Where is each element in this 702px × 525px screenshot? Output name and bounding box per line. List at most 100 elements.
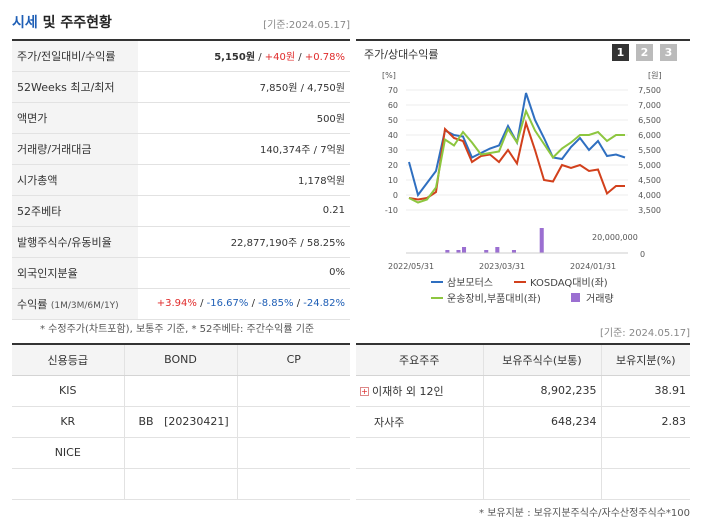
return-1y: -24.82% <box>303 298 345 309</box>
left-axis-tick: 40 <box>388 131 398 140</box>
return-3m: -16.67% <box>206 298 249 309</box>
row-value: 1,178억원 <box>138 164 350 196</box>
left-axis-tick: -10 <box>385 206 398 215</box>
row-label: 발행주식수/유동비율 <box>12 226 138 258</box>
bond-cell <box>123 468 237 500</box>
table-header-row: 주요주주 보유주식수(보통) 보유지분(%) <box>356 344 690 376</box>
price-value: 5,150원 / +40원 / +0.78% <box>138 40 350 72</box>
chart-page-2-button[interactable]: 2 <box>636 44 653 61</box>
agency-cell <box>12 468 124 500</box>
shares-cell <box>482 468 601 500</box>
x-tick-3: 2024/01/31 <box>570 262 616 271</box>
x-tick-2: 2023/03/31 <box>479 262 525 271</box>
x-tick-1: 2022/05/31 <box>388 262 434 271</box>
stake-cell <box>600 437 690 469</box>
right-axis-tick: 5,500 <box>638 146 661 155</box>
left-axis-tick: 50 <box>388 116 398 125</box>
series-line-2 <box>408 119 625 201</box>
holder-name: 이재하 외 12인 <box>372 384 444 398</box>
table-row <box>356 437 690 469</box>
table-row: 주가/전일대비/수익률 5,150원 / +40원 / +0.78% <box>12 40 350 72</box>
legend-swatch-volume <box>571 293 580 302</box>
chart-page-1-button[interactable]: 1 <box>612 44 629 61</box>
chart-page-3-button[interactable]: 3 <box>660 44 677 61</box>
volume-bar <box>539 228 544 253</box>
left-axis-tick: 0 <box>393 191 398 200</box>
chart-title: 주가/상대수익률 <box>364 48 439 61</box>
stake-cell <box>600 468 690 500</box>
table-row <box>12 468 350 500</box>
table-row <box>356 468 690 500</box>
shares-cell: 8,902,235 <box>482 375 601 407</box>
right-axis-tick: 7,500 <box>638 86 661 95</box>
rate: +0.78% <box>304 52 345 64</box>
column-header: 신용등급 <box>12 344 124 376</box>
row-label: 수익률 (1M/3M/6M/1Y) <box>12 288 138 320</box>
volume-tick-top: 20,000,000 <box>592 233 638 242</box>
agency-cell: KIS <box>12 375 124 407</box>
series-line-3 <box>408 108 625 204</box>
price-note: * 수정주가(차트포함), 보통주 기준, * 52주베타: 주간수익률 기준 <box>40 324 315 335</box>
agency-cell: NICE <box>12 437 124 469</box>
chart-panel <box>356 39 690 311</box>
row-value: 0.21 <box>138 195 350 227</box>
volume-bar <box>484 250 489 253</box>
major-shareholders-table: 주요주주 보유주식수(보통) 보유지분(%) + 이재하 외 12인 8,902,… <box>356 343 690 500</box>
legend-volume: 거래량 <box>586 293 614 305</box>
returns-value: +3.94% / -16.67% / -8.85% / -24.82% <box>138 288 350 320</box>
volume-bar <box>511 250 516 253</box>
column-header: CP <box>236 344 350 376</box>
volume-bar <box>456 250 461 253</box>
table-row: KIS <box>12 375 350 407</box>
title-prefix: 시세 <box>12 15 38 31</box>
table-header-row: 신용등급 BOND CP <box>12 344 350 376</box>
table-row: 시가총액 1,178억원 <box>12 164 350 196</box>
holder-name-cell <box>356 437 483 469</box>
return-6m: -8.85% <box>258 298 294 309</box>
cp-cell <box>236 468 350 500</box>
column-header: 보유지분(%) <box>600 344 690 376</box>
agency-cell: KR <box>12 406 124 438</box>
row-value: 7,850원 / 4,750원 <box>138 71 350 103</box>
row-label: 액면가 <box>12 102 138 134</box>
row-value: 140,374주 / 7억원 <box>138 133 350 165</box>
shares-cell <box>482 437 601 469</box>
cp-cell <box>236 406 350 438</box>
row-label: 거래량/거래대금 <box>12 133 138 165</box>
reference-date: [기준:2024.05.17] <box>263 20 350 31</box>
right-axis-tick: 4,000 <box>638 191 661 200</box>
right-axis-tick: 4,500 <box>638 176 661 185</box>
right-axis-unit: [원] <box>648 71 662 80</box>
expand-plus-icon[interactable]: + <box>360 387 369 396</box>
row-label: 52주베타 <box>12 195 138 227</box>
left-axis-tick: 70 <box>388 86 398 95</box>
table-row: + 이재하 외 12인 8,902,235 38.91 <box>356 375 690 407</box>
right-axis-tick: 6,500 <box>638 116 661 125</box>
shares-cell: 648,234 <box>482 406 601 438</box>
holders-reference-date: [기준: 2024.05.17] <box>599 328 690 339</box>
volume-bar <box>462 247 467 253</box>
table-row: 수익률 (1M/3M/6M/1Y) +3.94% / -16.67% / -8.… <box>12 288 350 320</box>
volume-tick-zero: 0 <box>640 250 645 259</box>
bond-cell <box>123 375 237 407</box>
holder-name-cell[interactable]: + 이재하 외 12인 <box>356 375 483 407</box>
table-row: 액면가 500원 <box>12 102 350 134</box>
credit-rating-table: 신용등급 BOND CP KIS KR BB [20230421] NICE <box>12 343 350 500</box>
holders-note: * 보유지분 : 보유지분주식수/자수산정주식수*100 <box>479 508 690 519</box>
returns-label: 수익률 <box>17 297 48 311</box>
volume-bar <box>445 250 450 253</box>
row-value: 22,877,190주 / 58.25% <box>138 226 350 258</box>
left-axis-tick: 30 <box>388 146 398 155</box>
table-row: 52Weeks 최고/최저 7,850원 / 4,750원 <box>12 71 350 103</box>
right-axis-tick: 6,000 <box>638 131 661 140</box>
return-1m: +3.94% <box>156 298 197 309</box>
row-label: 시가총액 <box>12 164 138 196</box>
table-row: 거래량/거래대금 140,374주 / 7억원 <box>12 133 350 165</box>
holder-name-cell <box>356 468 483 500</box>
left-axis-tick: 10 <box>388 176 398 185</box>
cp-cell <box>236 375 350 407</box>
left-axis-unit: [%] <box>382 71 396 80</box>
holder-name-cell: 자사주 <box>356 406 483 438</box>
table-row: 52주베타 0.21 <box>12 195 350 227</box>
price: 5,150원 <box>214 52 256 64</box>
